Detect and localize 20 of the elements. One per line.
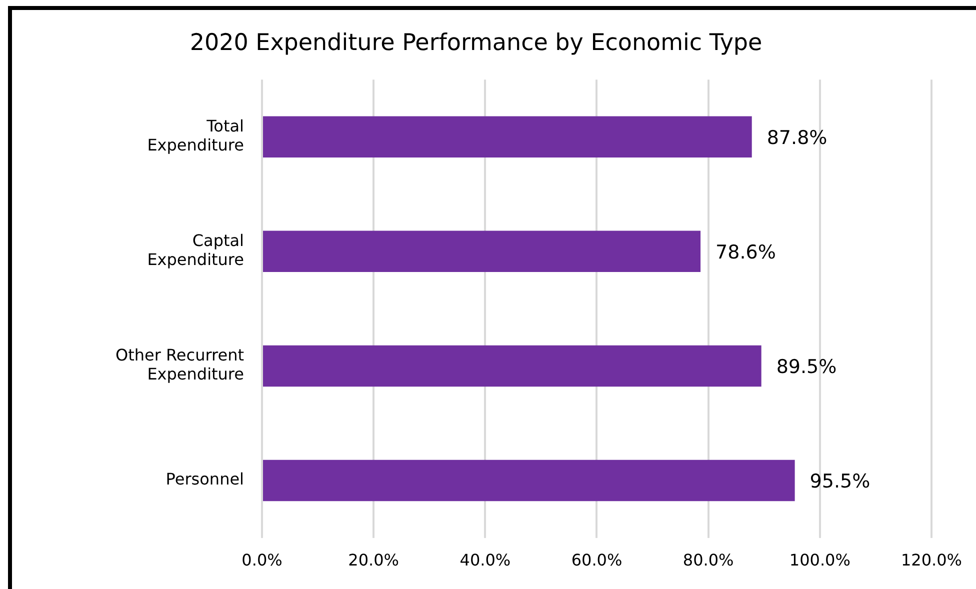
data-label: 78.6%: [716, 241, 776, 264]
x-tick-label: 20.0%: [348, 550, 399, 570]
data-label: 89.5%: [776, 356, 837, 378]
x-tick-label: 60.0%: [571, 550, 622, 570]
x-tick-label: 100.0%: [789, 550, 850, 570]
x-tick-label: 0.0%: [242, 550, 282, 570]
data-label: 87.8%: [766, 126, 828, 149]
y-tick-label: Total Expenditure: [147, 116, 244, 155]
y-tick-label: Other Recurrent Expenditure: [116, 346, 244, 384]
chart-title: 2020 Expenditure Performance by Economic Type: [190, 30, 762, 56]
bar: [263, 460, 795, 502]
x-tick-label: 40.0%: [460, 550, 511, 570]
y-tick-label: Captal Expenditure: [147, 230, 244, 270]
bar: [263, 230, 701, 272]
bar: [263, 116, 752, 158]
x-tick-label: 80.0%: [682, 550, 734, 570]
bar: [263, 345, 762, 387]
y-tick-label: Personnel: [166, 470, 244, 489]
x-tick-label: 120.0%: [900, 550, 962, 570]
data-label: 95.5%: [810, 470, 870, 492]
